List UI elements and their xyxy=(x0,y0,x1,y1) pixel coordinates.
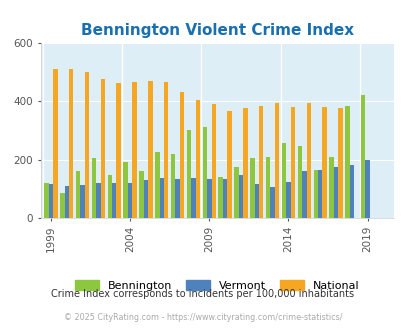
Bar xyxy=(222,179,227,218)
Text: © 2025 CityRating.com - https://www.cityrating.com/crime-statistics/: © 2025 CityRating.com - https://www.city… xyxy=(64,313,341,322)
Bar xyxy=(148,81,152,218)
Bar xyxy=(44,183,49,218)
Bar xyxy=(254,184,258,218)
Text: Crime Index corresponds to incidents per 100,000 inhabitants: Crime Index corresponds to incidents per… xyxy=(51,289,354,299)
Bar xyxy=(143,180,148,218)
Bar xyxy=(100,79,105,218)
Bar xyxy=(317,170,322,218)
Bar xyxy=(202,127,207,218)
Bar xyxy=(80,185,85,218)
Bar xyxy=(139,171,143,218)
Bar xyxy=(128,183,132,218)
Bar xyxy=(234,167,238,218)
Bar xyxy=(76,171,80,218)
Bar xyxy=(53,69,58,218)
Bar xyxy=(164,82,168,218)
Bar xyxy=(274,103,279,218)
Bar xyxy=(286,182,290,218)
Bar xyxy=(227,112,231,218)
Bar xyxy=(107,175,112,218)
Bar xyxy=(306,103,310,218)
Bar xyxy=(64,186,69,218)
Bar xyxy=(171,154,175,218)
Bar xyxy=(207,179,211,218)
Bar xyxy=(179,92,184,218)
Bar xyxy=(301,171,306,218)
Bar xyxy=(270,187,274,218)
Bar xyxy=(195,100,200,218)
Bar xyxy=(322,107,326,218)
Bar xyxy=(333,167,337,218)
Bar xyxy=(112,183,116,218)
Bar xyxy=(159,178,164,218)
Bar xyxy=(258,106,263,218)
Bar xyxy=(191,178,195,218)
Bar xyxy=(265,156,270,218)
Bar xyxy=(96,183,100,218)
Bar xyxy=(116,83,121,218)
Bar xyxy=(243,109,247,218)
Bar xyxy=(132,82,136,218)
Bar xyxy=(328,156,333,218)
Legend: Bennington, Vermont, National: Bennington, Vermont, National xyxy=(70,276,363,295)
Bar xyxy=(281,144,286,218)
Bar xyxy=(249,158,254,218)
Bar xyxy=(60,193,64,218)
Bar xyxy=(238,175,243,218)
Bar xyxy=(360,95,364,218)
Title: Bennington Violent Crime Index: Bennington Violent Crime Index xyxy=(81,22,353,38)
Bar xyxy=(344,106,349,218)
Bar xyxy=(155,152,159,218)
Bar xyxy=(49,184,53,218)
Bar xyxy=(175,179,179,218)
Bar xyxy=(218,177,222,218)
Bar xyxy=(85,72,89,218)
Bar xyxy=(92,158,96,218)
Bar xyxy=(364,159,369,218)
Bar xyxy=(290,107,294,218)
Bar xyxy=(123,162,128,218)
Bar xyxy=(69,69,73,218)
Bar xyxy=(349,165,353,218)
Bar xyxy=(313,170,317,218)
Bar xyxy=(186,130,191,218)
Bar xyxy=(297,147,301,218)
Bar xyxy=(337,109,342,218)
Bar xyxy=(211,104,215,218)
